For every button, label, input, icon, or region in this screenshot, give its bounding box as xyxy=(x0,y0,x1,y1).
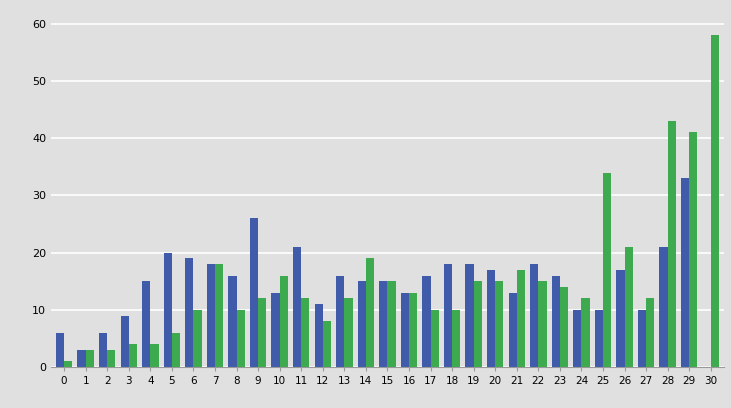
Bar xyxy=(401,293,409,367)
Bar xyxy=(323,322,331,367)
Bar xyxy=(271,293,280,367)
Bar xyxy=(237,310,245,367)
Bar xyxy=(487,270,495,367)
Bar xyxy=(293,247,301,367)
Bar xyxy=(509,293,517,367)
Bar xyxy=(164,253,172,367)
Bar xyxy=(638,310,646,367)
Bar xyxy=(336,275,344,367)
Bar xyxy=(387,282,395,367)
Bar xyxy=(172,333,180,367)
Bar xyxy=(121,316,129,367)
Bar xyxy=(616,270,624,367)
Bar xyxy=(581,299,590,367)
Bar xyxy=(560,287,568,367)
Bar xyxy=(423,275,431,367)
Bar xyxy=(314,304,323,367)
Bar xyxy=(215,264,223,367)
Bar xyxy=(250,218,258,367)
Bar xyxy=(142,282,151,367)
Bar xyxy=(379,282,387,367)
Bar xyxy=(185,258,194,367)
Bar xyxy=(56,333,64,367)
Bar xyxy=(409,293,417,367)
Bar xyxy=(681,178,689,367)
Bar xyxy=(667,121,676,367)
Bar xyxy=(452,310,461,367)
Bar xyxy=(280,275,288,367)
Bar xyxy=(194,310,202,367)
Bar xyxy=(466,264,474,367)
Bar xyxy=(495,282,504,367)
Bar xyxy=(530,264,538,367)
Bar xyxy=(344,299,352,367)
Bar xyxy=(258,299,266,367)
Bar xyxy=(646,299,654,367)
Bar xyxy=(151,344,159,367)
Bar xyxy=(603,173,611,367)
Bar xyxy=(86,350,94,367)
Bar xyxy=(711,35,719,367)
Bar xyxy=(689,133,697,367)
Bar xyxy=(474,282,482,367)
Bar xyxy=(301,299,309,367)
Bar xyxy=(129,344,137,367)
Bar xyxy=(99,333,107,367)
Bar xyxy=(431,310,439,367)
Bar xyxy=(357,282,366,367)
Bar xyxy=(64,361,72,367)
Bar xyxy=(207,264,215,367)
Bar xyxy=(444,264,452,367)
Bar xyxy=(228,275,237,367)
Bar xyxy=(366,258,374,367)
Bar xyxy=(659,247,667,367)
Bar xyxy=(107,350,115,367)
Bar xyxy=(517,270,525,367)
Bar xyxy=(552,275,560,367)
Bar xyxy=(573,310,581,367)
Bar xyxy=(77,350,86,367)
Bar xyxy=(595,310,603,367)
Bar xyxy=(538,282,547,367)
Bar xyxy=(624,247,633,367)
